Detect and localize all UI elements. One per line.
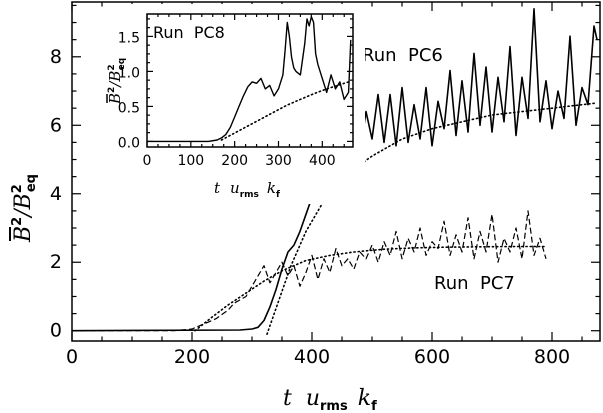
annotation-run-pc7: Run PC7 xyxy=(434,273,515,294)
ylabel-beq: B xyxy=(11,193,36,210)
main-ylabel: B2/B2eq xyxy=(9,174,39,243)
inset-xlabel: t urms kf xyxy=(214,179,280,200)
xlabel-k: k xyxy=(358,386,371,411)
inset-tick-labels: 0 100 200 300 400 0.0 0.5 1.0 1.5 xyxy=(118,30,336,169)
inset-ylabel-beq: B xyxy=(106,71,124,83)
annotation-run-pc6: Run PC6 xyxy=(362,45,443,66)
main-ytick-label: 4 xyxy=(50,183,62,205)
inset-xtick-label: 400 xyxy=(309,153,336,169)
inset-xlabel-u: u xyxy=(230,179,240,197)
svg-text:B2/B2eq: B2/B2eq xyxy=(106,58,127,105)
inset-ylabel-sep: / xyxy=(106,80,124,89)
inset-background xyxy=(105,4,365,204)
main-ytick-label: 8 xyxy=(50,46,62,68)
xlabel-u-sub: rms xyxy=(320,399,348,413)
main-tick-labels: 0 200 400 600 800 0 2 4 6 8 xyxy=(50,46,570,368)
xlabel-k-sub: f xyxy=(371,399,377,413)
main-xtick-label: 600 xyxy=(414,346,450,368)
inset-xtick-label: 200 xyxy=(221,153,248,169)
inset-plot-frame xyxy=(146,13,354,148)
inset-xlabel-u-sub: rms xyxy=(240,190,259,200)
main-ytick-label: 6 xyxy=(50,114,62,136)
inset-ylabel-b-sup: 2 xyxy=(107,87,117,93)
inset-ylabel-b: B xyxy=(106,93,124,105)
main-xtick-label: 0 xyxy=(66,346,78,368)
xlabel-t: t xyxy=(283,386,292,411)
inset-ytick-label: 0.5 xyxy=(118,100,140,116)
main-series-dotted-line xyxy=(266,102,598,335)
ylabel-beq-sup: 2 xyxy=(10,184,25,193)
inset-series-solid-line xyxy=(147,16,352,143)
annotation-run-pc8: Run PC8 xyxy=(153,23,225,42)
inset-ytick-label: 1.5 xyxy=(118,30,140,46)
main-series-group xyxy=(72,8,598,335)
main-plot-frame xyxy=(71,1,601,342)
svg-text:B2/B2eq: B2/B2eq xyxy=(10,174,39,243)
ylabel-b-sup: 2 xyxy=(10,217,25,226)
inset-series-group xyxy=(147,16,352,143)
inset-ytick-label: 0.0 xyxy=(118,135,140,151)
main-xtick-label: 400 xyxy=(294,346,330,368)
main-ytick-label: 0 xyxy=(50,320,62,342)
inset-xlabel-t: t xyxy=(214,179,221,197)
inset-xlabel-k: k xyxy=(267,179,276,197)
main-xlabel: t urms kf xyxy=(283,386,377,413)
inset-xtick-label: 0 xyxy=(143,153,152,169)
inset-ytick-label: 1.0 xyxy=(118,65,140,81)
inset-ylabel: B2/B2eq xyxy=(106,58,127,105)
main-series-dotted-line xyxy=(194,245,547,332)
main-ytick-label: 2 xyxy=(50,251,62,273)
inset-xtick-label: 100 xyxy=(177,153,204,169)
inset-panel: 0 100 200 300 400 0.0 0.5 1.0 1.5 Run PC8 t urms k… xyxy=(105,4,365,204)
inset-xtick-label: 300 xyxy=(265,153,292,169)
inset-series-dotted-line xyxy=(220,80,352,141)
main-xtick-label: 200 xyxy=(174,346,210,368)
main-series-dashed-line xyxy=(72,210,547,332)
inset-ylabel-beq-sup: 2 xyxy=(107,64,117,70)
ylabel-b: B xyxy=(11,226,36,243)
inset-xlabel-k-sub: f xyxy=(276,190,280,200)
xlabel-u: u xyxy=(306,386,320,411)
inset-ylabel-beq-sub: eq xyxy=(117,58,127,71)
ylabel-sep: / xyxy=(11,207,36,219)
ylabel-beq-sub: eq xyxy=(24,174,39,192)
main-xtick-label: 800 xyxy=(534,346,570,368)
main-series-solid-line xyxy=(72,8,598,332)
